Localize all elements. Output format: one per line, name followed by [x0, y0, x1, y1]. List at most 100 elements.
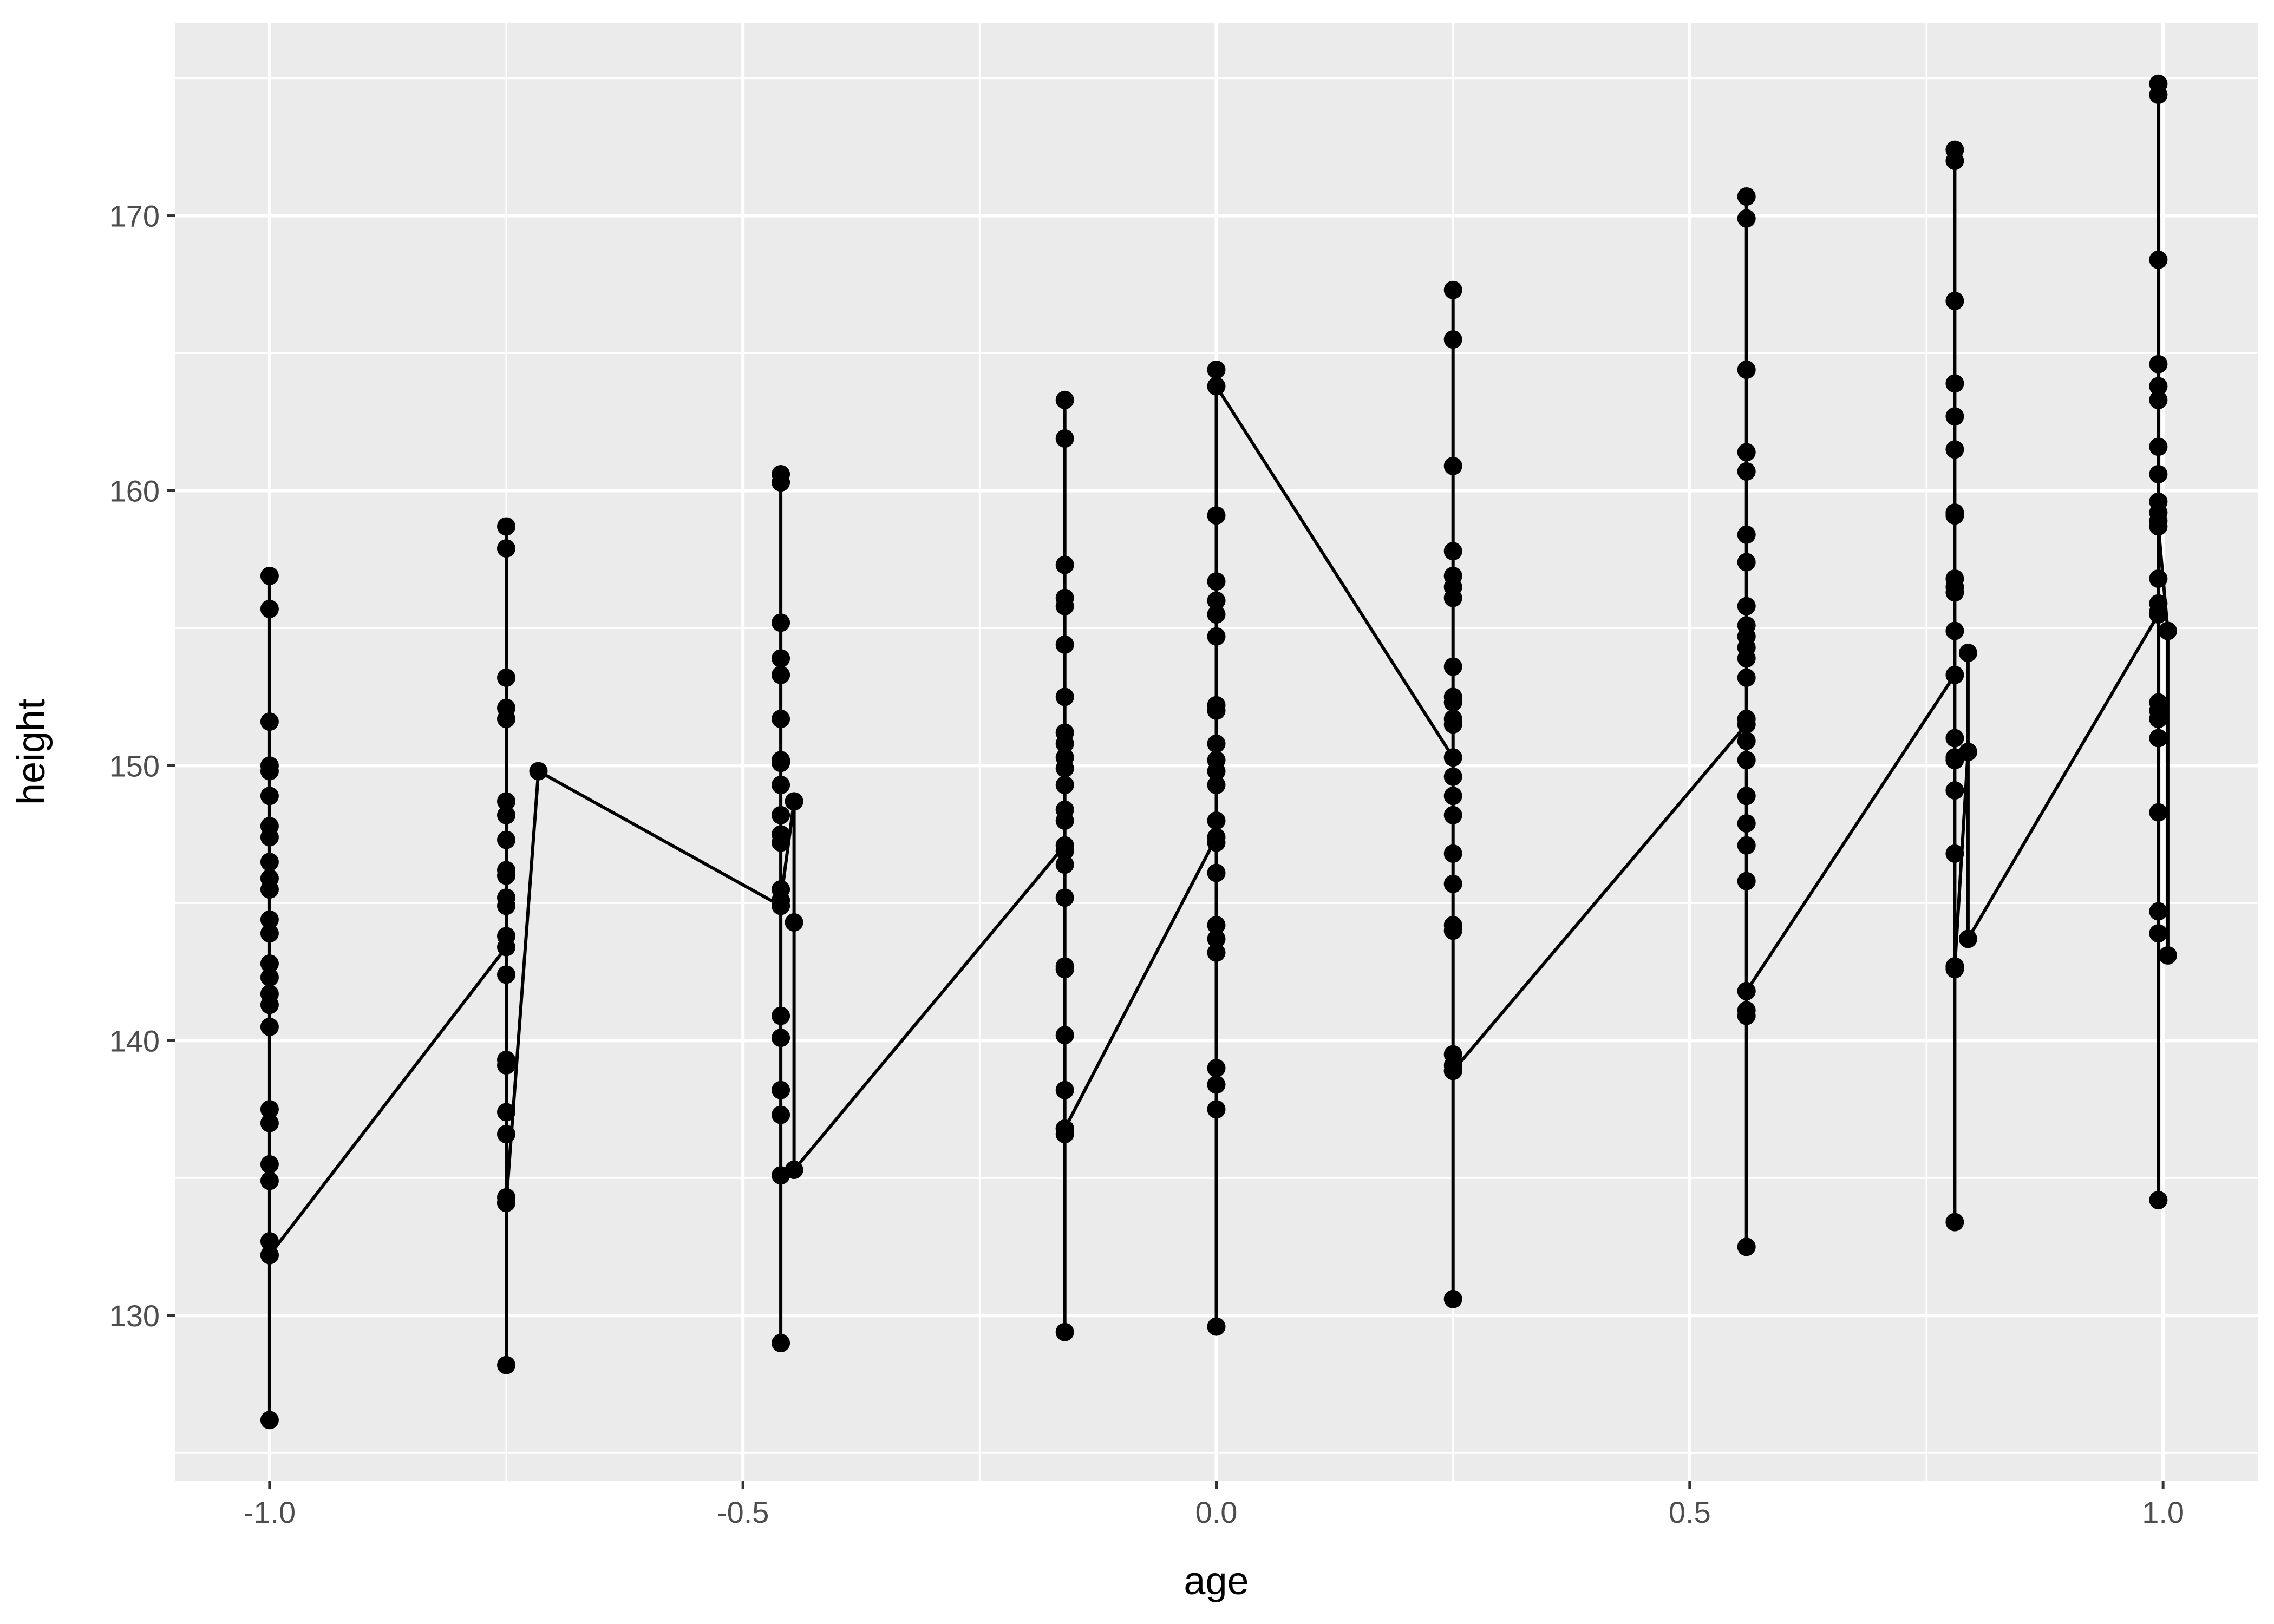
data-point — [1737, 1237, 1756, 1256]
data-point — [1055, 841, 1074, 860]
data-point — [1207, 696, 1226, 715]
data-point — [772, 649, 790, 668]
data-point — [1737, 209, 1756, 228]
data-point — [2149, 1190, 2168, 1209]
data-point — [1443, 1045, 1462, 1064]
data-point — [1207, 572, 1226, 591]
data-point — [1737, 872, 1756, 890]
data-point — [2149, 377, 2168, 396]
data-point — [2158, 621, 2177, 640]
data-point — [260, 599, 279, 618]
data-point — [260, 985, 279, 1003]
data-point — [1945, 1213, 1964, 1232]
data-point — [2149, 729, 2168, 748]
data-point — [1443, 456, 1462, 475]
data-point — [2149, 594, 2168, 613]
data-point — [1055, 1081, 1074, 1099]
data-point — [1737, 814, 1756, 833]
data-point — [772, 1029, 790, 1047]
data-point — [260, 924, 279, 943]
x-tick-label: -1.0 — [244, 1495, 296, 1529]
data-point — [1945, 621, 1964, 640]
data-point — [1207, 916, 1226, 934]
data-point — [1055, 1026, 1074, 1045]
data-point — [260, 1114, 279, 1132]
data-point — [529, 762, 548, 781]
data-point — [772, 806, 790, 824]
data-point — [1945, 292, 1964, 310]
data-point — [2149, 569, 2168, 588]
data-point — [772, 1334, 790, 1352]
data-point — [1945, 957, 1964, 976]
data-point — [1737, 616, 1756, 635]
data-point — [1443, 1289, 1462, 1308]
data-point — [1737, 187, 1756, 206]
data-point — [1207, 833, 1226, 852]
data-point — [1443, 874, 1462, 893]
data-point — [1055, 390, 1074, 409]
data-point — [772, 891, 790, 910]
data-point — [260, 817, 279, 836]
data-point — [785, 1161, 803, 1179]
x-tick-label: 0.0 — [1195, 1495, 1238, 1529]
data-point — [2149, 250, 2168, 269]
data-point — [772, 1081, 790, 1099]
data-point — [2149, 902, 2168, 921]
data-point — [1207, 929, 1226, 948]
x-tick-label: -0.5 — [717, 1495, 769, 1529]
data-point — [1055, 429, 1074, 448]
data-point — [2149, 355, 2168, 374]
data-point — [1737, 597, 1756, 615]
data-point — [1737, 525, 1756, 544]
data-point — [1055, 748, 1074, 767]
data-point — [785, 792, 803, 811]
data-point — [497, 517, 515, 536]
data-point — [1737, 710, 1756, 728]
data-point — [1737, 981, 1756, 1000]
data-point — [1737, 731, 1756, 750]
data-point — [1945, 844, 1964, 863]
data-point — [260, 968, 279, 987]
data-point — [1737, 1001, 1756, 1020]
data-point — [497, 1125, 515, 1143]
data-point — [1443, 916, 1462, 934]
data-point — [1945, 665, 1964, 684]
data-point — [1055, 723, 1074, 742]
data-point — [497, 888, 515, 907]
data-point — [2149, 924, 2168, 943]
x-tick-label: 0.5 — [1669, 1495, 1711, 1529]
data-point — [260, 1155, 279, 1174]
data-point — [497, 792, 515, 811]
data-point — [1207, 1075, 1226, 1094]
data-point — [1207, 943, 1226, 962]
data-point — [1737, 787, 1756, 806]
data-point — [260, 787, 279, 806]
data-point — [1945, 569, 1964, 588]
data-point — [2149, 517, 2168, 536]
data-point — [1958, 644, 1977, 663]
data-point — [497, 806, 515, 824]
data-point — [1443, 566, 1462, 585]
data-point — [1207, 734, 1226, 753]
data-point — [1207, 1317, 1226, 1336]
data-point — [1443, 330, 1462, 349]
y-tick-label: 150 — [109, 749, 160, 783]
data-point — [1958, 929, 1977, 948]
data-point — [1737, 553, 1756, 572]
data-point — [772, 665, 790, 684]
data-point — [497, 668, 515, 687]
y-axis: 130 140 150 160 170 — [109, 199, 175, 1333]
data-point — [1737, 462, 1756, 481]
data-point — [497, 965, 515, 984]
data-point — [1945, 440, 1964, 459]
data-point — [1443, 806, 1462, 824]
data-point — [1737, 361, 1756, 379]
data-point — [1737, 836, 1756, 855]
data-point — [1737, 443, 1756, 462]
y-tick-label: 130 — [109, 1299, 160, 1333]
data-point — [1737, 668, 1756, 687]
data-point — [2158, 946, 2177, 965]
data-point — [1443, 844, 1462, 863]
data-point — [1207, 377, 1226, 396]
data-point — [1207, 361, 1226, 379]
